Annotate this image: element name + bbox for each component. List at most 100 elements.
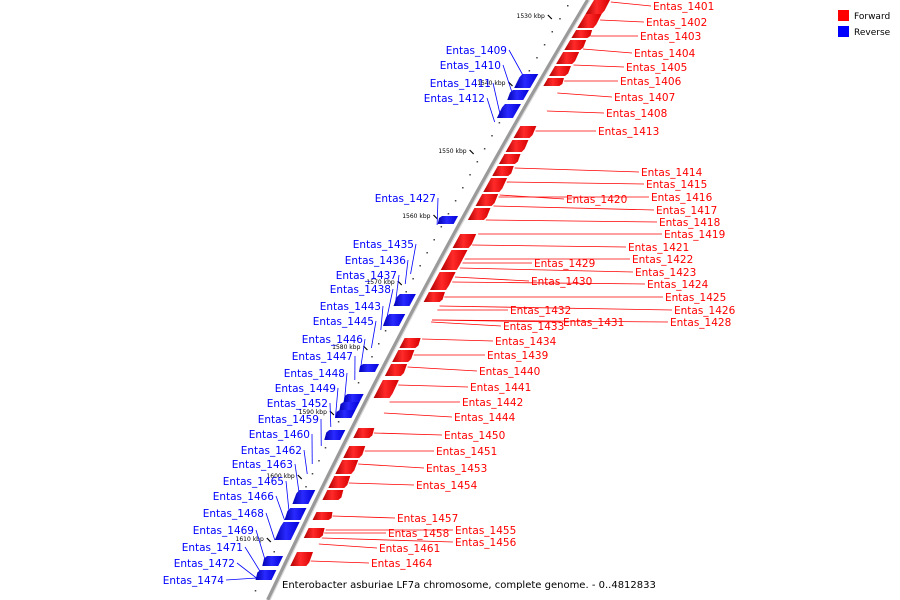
forward-gene-label: Entas_1450: [444, 430, 505, 442]
reverse-leader: [410, 243, 417, 275]
reverse-gene-label: Entas_1472: [174, 558, 235, 570]
forward-gene-label: Entas_1401: [653, 1, 714, 13]
forward-leader: [383, 412, 453, 418]
forward-gene: [556, 52, 580, 64]
tick-mark: [469, 149, 475, 155]
reverse-leader: [255, 529, 266, 561]
gene-labels: Entas_1401 Entas_1402 Entas_1403 Entas_1404…: [163, 1, 736, 587]
forward-leader: [452, 281, 646, 285]
reverse-gene-label: Entas_1471: [182, 542, 243, 554]
tick-dot: [476, 161, 479, 163]
forward-gene: [571, 30, 593, 38]
reverse-leader: [225, 577, 257, 581]
tick-dot: [498, 122, 501, 124]
reverse-gene: [382, 314, 406, 326]
tick-marks: 1530 kbp 1540 kbp 1550 kbp 1560 kbp 1570 kbp…: [236, 5, 569, 592]
tick-dot: [254, 590, 257, 592]
tick-dot: [567, 5, 569, 7]
forward-leader: [582, 48, 633, 54]
forward-gene-label: Entas_1439: [487, 350, 548, 362]
forward-gene: [335, 460, 359, 474]
forward-gene-label: Entas_1454: [416, 480, 478, 492]
forward-gene-label: Entas_1433: [503, 321, 564, 333]
forward-gene-label: Entas_1422: [632, 254, 693, 266]
forward-leader: [600, 19, 645, 23]
reverse-gene-label: Entas_1449: [275, 383, 336, 395]
forward-gene: [475, 194, 499, 206]
forward-leader: [439, 305, 673, 311]
reverse-leader: [380, 305, 384, 331]
reverse-gene-label: Entas_1445: [313, 316, 374, 328]
tick-dot: [536, 57, 538, 59]
reverse-gene-label: Entas_1446: [302, 334, 364, 346]
forward-gene-label: Entas_1403: [640, 31, 701, 43]
reverse-gene: [324, 430, 346, 440]
tick-label: 1540 kbp: [477, 80, 505, 87]
forward-gene: [373, 380, 399, 398]
tick-dot: [551, 31, 554, 33]
tick-mark: [297, 474, 303, 480]
reverse-gene: [292, 490, 316, 504]
forward-leader: [472, 244, 627, 248]
reverse-gene: [262, 556, 284, 566]
forward-leader: [431, 321, 502, 327]
forward-gene-label: Entas_1444: [454, 412, 516, 424]
legend-reverse-swatch: [838, 26, 849, 37]
tick-dot: [384, 330, 387, 332]
reverse-gene-label: Entas_1443: [320, 301, 381, 313]
tick-dot: [273, 551, 275, 553]
reverse-leader: [502, 64, 513, 93]
reverse-leader: [395, 274, 400, 303]
forward-gene-label: Entas_1402: [646, 17, 707, 29]
forward-gene-label: Entas_1428: [670, 317, 731, 329]
forward-gene-label: Entas_1406: [620, 76, 682, 88]
forward-gene: [549, 66, 571, 76]
tick-dot: [405, 291, 407, 293]
forward-gene-label: Entas_1413: [598, 126, 659, 138]
reverse-gene: [339, 402, 360, 410]
reverse-gene: [393, 294, 416, 306]
forward-gene-label: Entas_1420: [566, 194, 627, 206]
tick-label: 1560 kbp: [402, 213, 430, 220]
reverse-gene: [274, 522, 300, 540]
reverse-gene-label: Entas_1447: [292, 351, 353, 363]
forward-gene-label: Entas_1404: [634, 48, 696, 60]
forward-leader: [546, 110, 605, 114]
forward-leader: [499, 194, 565, 200]
forward-leader: [422, 338, 494, 342]
forward-gene-label: Entas_1453: [426, 463, 487, 475]
reverse-leader: [265, 512, 276, 541]
reverse-gene-label: Entas_1469: [193, 525, 254, 537]
tick-label: 1610 kbp: [236, 536, 264, 543]
forward-gene-label: Entas_1414: [641, 167, 703, 179]
forward-gene-label: Entas_1457: [397, 513, 458, 525]
forward-leader: [514, 167, 640, 173]
tick-label: 1600 kbp: [266, 473, 294, 480]
forward-gene-label: Entas_1451: [436, 446, 497, 458]
forward-leader: [310, 560, 370, 564]
forward-leader: [454, 276, 530, 282]
reverse-gene-label: Entas_1474: [163, 575, 225, 587]
tick-dot: [447, 213, 450, 215]
tick-dot: [559, 18, 561, 20]
forward-leader: [459, 267, 634, 273]
forward-gene-label: Entas_1464: [371, 558, 433, 570]
tick-dot: [454, 200, 457, 202]
forward-gene-label: Entas_1441: [470, 382, 531, 394]
legend-forward-label: Forward: [854, 12, 890, 22]
forward-gene-label: Entas_1418: [659, 217, 720, 229]
tick-dot: [337, 421, 340, 423]
forward-gene: [312, 512, 333, 520]
reverse-gene: [514, 74, 539, 88]
tick-dot: [318, 460, 320, 462]
forward-leader: [432, 319, 562, 323]
gene-features: [255, 0, 610, 580]
forward-gene-label: Entas_1458: [388, 528, 449, 540]
forward-gene: [585, 0, 610, 14]
reverse-gene: [437, 216, 459, 224]
tick-dot: [357, 382, 360, 384]
forward-gene-label: Entas_1430: [531, 276, 592, 288]
reverse-leader: [294, 463, 300, 492]
forward-gene: [303, 528, 325, 538]
reverse-leader: [285, 480, 290, 512]
